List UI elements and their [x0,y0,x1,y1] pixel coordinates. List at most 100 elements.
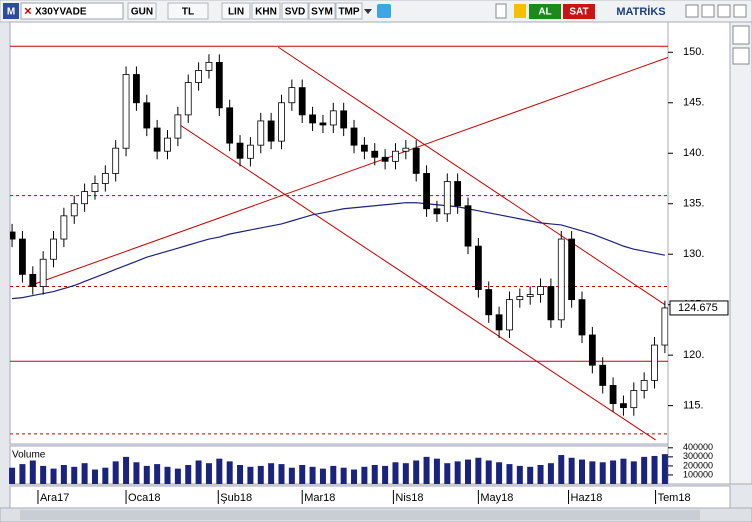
toolbar-button[interactable] [308,2,336,20]
volume-bar [413,460,420,484]
candle-body [360,144,368,152]
symbol: X30YVADE [35,7,87,18]
volume-bar [527,466,534,484]
candle-body [50,238,57,260]
volume-bar [123,456,130,484]
side-button[interactable] [732,47,750,65]
volume-bar [620,458,627,484]
side-toolbar [729,21,752,485]
toolbar-button[interactable] [127,2,157,20]
y-tick-label: 300000 [683,451,713,461]
candle-body [184,82,192,116]
candle-body [226,107,234,144]
side-button[interactable] [732,25,750,45]
volume-bar [50,468,57,484]
y-tick-label: 135. [683,198,704,210]
candle-body [557,238,565,321]
volume-bar [288,467,295,484]
trend-line [27,56,668,287]
volume-bar [40,465,47,484]
volume-bar [278,464,285,484]
toolbar-button[interactable] [335,2,363,20]
x-tick-label: Tem18 [658,492,691,504]
candle-body [506,299,513,331]
toolbar-button-label: SYM [311,7,333,18]
logo-box [3,3,19,19]
toolbar-button-label: TMP [338,7,359,18]
volume-bar [19,464,26,484]
volume-bar [578,459,585,484]
y-axis-panel [667,21,731,485]
volume-bar [29,460,36,484]
volume-bar [164,466,171,484]
candle-body [29,273,37,287]
candle-body [526,294,534,298]
candle-body [443,181,451,215]
volume-bar [402,463,409,484]
toolbar-button[interactable] [251,2,281,20]
toolbar-button[interactable] [167,2,209,20]
candle-body [247,144,254,159]
candle-body [547,286,555,321]
trend-line [278,46,666,306]
dropdown-arrow[interactable] [364,9,372,14]
volume-bar [558,455,565,484]
toolbar-button[interactable] [221,2,251,20]
price-plot [9,21,669,445]
candle-body [257,120,265,146]
candle-body [164,137,171,152]
twitter-icon[interactable] [377,4,391,18]
candle-body [81,191,89,205]
buy-button[interactable] [529,4,561,19]
candle-body [350,127,358,146]
icon[interactable] [495,3,507,19]
volume-bar [630,461,637,484]
candle-body [620,403,627,409]
volume-bar [516,465,523,484]
symbol-icon: ✕ [24,7,32,18]
volume-bar [547,463,554,484]
candle-body [516,296,524,301]
y-tick-label: 200000 [683,460,713,470]
volume-bar [216,458,223,484]
sell-button[interactable] [563,4,595,19]
candle-body [433,208,441,215]
volume-bar [454,461,461,484]
toolbar-button[interactable] [281,2,309,20]
toolbar-button-label: SVD [285,7,306,18]
x-axis-panel [9,485,731,509]
trend-line [179,124,656,441]
volume-bar [475,457,482,484]
moving-average [12,202,666,300]
icon[interactable] [514,4,526,18]
volume-bar [195,460,202,484]
price-layer [10,45,668,441]
volume-bar [361,466,368,484]
volume-bar [506,464,513,484]
volume-bar [309,466,316,484]
maximize-button[interactable] [701,4,715,18]
x-tick-label: Haz18 [571,492,603,504]
volume-bar [174,468,181,484]
symbol-box[interactable] [20,2,124,20]
y-tick-label: 400000 [683,442,713,452]
volume-bar [185,465,192,484]
volume-bar [444,463,451,484]
candle-body [278,102,285,142]
y-tick-label: 115. [683,400,704,412]
scroll-thumb[interactable] [20,510,700,520]
volume-bar [610,460,617,484]
volume-bar [9,467,16,484]
restore-button[interactable] [717,4,731,18]
candle-body [143,102,151,129]
candle-body [267,120,275,142]
volume-bar [257,465,264,484]
candle-body [153,127,161,152]
toolbar-button-label: GUN [131,7,153,18]
y-tick-label: 145. [683,97,704,109]
candle-body [402,147,410,152]
minimize-button[interactable] [685,4,699,18]
candle-body [236,142,244,159]
close-button[interactable] [733,4,747,18]
candle-body [371,150,379,158]
